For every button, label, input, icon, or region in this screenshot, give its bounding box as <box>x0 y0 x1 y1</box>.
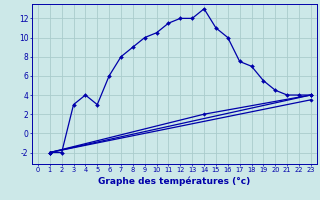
X-axis label: Graphe des températures (°c): Graphe des températures (°c) <box>98 176 251 186</box>
